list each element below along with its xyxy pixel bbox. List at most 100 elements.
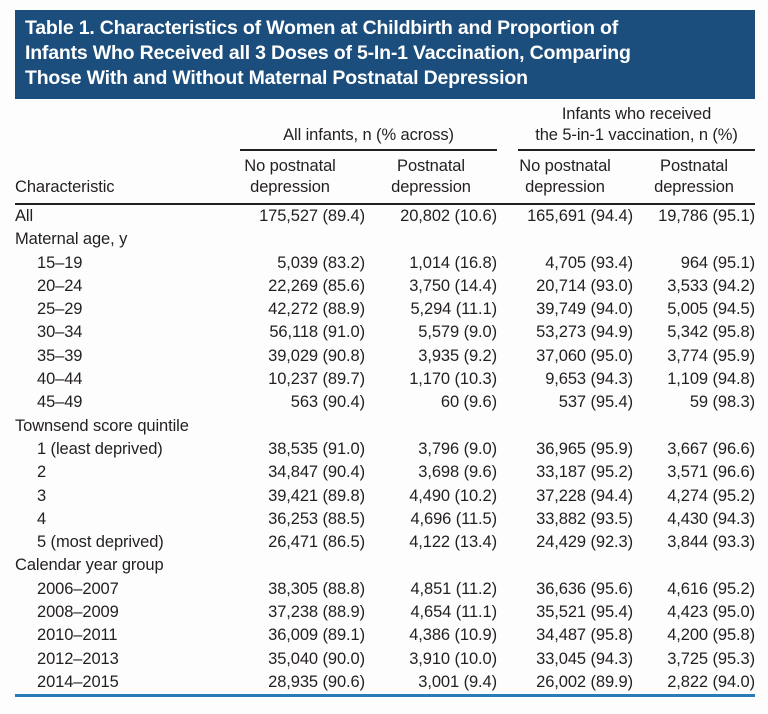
cell-value: 1,170 (10.3) xyxy=(409,370,497,389)
col-header-postnatal-all: Postnatal depression xyxy=(365,151,497,205)
table-body: All 175,527 (89.4) 20,802 (10.6) 165,691 (9… xyxy=(15,204,755,696)
row-label: 3 xyxy=(37,486,47,505)
cell-value: 53,273 (94.9) xyxy=(536,323,633,342)
row-label: 4 xyxy=(37,509,47,528)
cell-value: 35,521 (95.4) xyxy=(536,603,633,622)
cell-value: 20,802 (10.6) xyxy=(400,207,497,225)
table-row: 40–44 10,237 (89.7) 1,170 (10.3) 9,653 (94.… xyxy=(15,368,755,391)
row-label: 45–49 xyxy=(37,393,83,412)
cell-value: 2,822 (94.0) xyxy=(667,672,755,691)
cell-value: 34,847 (90.4) xyxy=(268,463,365,482)
cell-value: 42,272 (88.9) xyxy=(268,300,365,319)
cell-value: 3,910 (10.0) xyxy=(409,649,497,668)
cell-value: 33,045 (94.3) xyxy=(536,649,633,668)
row-label: 2010–2011 xyxy=(37,626,118,645)
section-row: Maternal age, y xyxy=(15,228,755,251)
row-label: 2008–2009 xyxy=(37,603,119,622)
section-label: Townsend score quintile xyxy=(15,416,189,435)
cell-value: 4,616 (95.2) xyxy=(667,579,755,598)
cell-value: 33,187 (95.2) xyxy=(536,463,633,482)
cell-value: 175,527 (89.4) xyxy=(259,207,365,225)
table-row: 15–19 5,039 (83.2) 1,014 (16.8) 4,705 (93.4… xyxy=(15,252,755,275)
cell-value: 5,005 (94.5) xyxy=(667,300,755,319)
spanner-vaccinated-line-2: the 5-in-1 vaccination, n (%) xyxy=(535,126,738,144)
cell-value: 5,579 (9.0) xyxy=(418,323,497,342)
table-title-banner: Table 1. Characteristics of Women at Chi… xyxy=(15,10,755,99)
table-row: 30–34 56,118 (91.0) 5,579 (9.0) 53,273 (94.… xyxy=(15,321,755,344)
column-header-row: Characteristic No postnatal depression P… xyxy=(15,151,755,205)
cell-value: 22,269 (85.6) xyxy=(268,276,365,295)
cell-value: 36,636 (95.6) xyxy=(536,579,633,598)
cell-value: 9,653 (94.3) xyxy=(545,370,633,389)
section-row: Calendar year group xyxy=(15,554,755,577)
row-label: 1 (least deprived) xyxy=(37,439,163,458)
section-label: Maternal age, y xyxy=(15,230,128,249)
cell-value: 3,796 (9.0) xyxy=(418,439,497,458)
col-header-no-postnatal-all: No postnatal depression xyxy=(215,151,365,205)
characteristic-column-header: Characteristic xyxy=(15,151,215,205)
cell-value: 3,750 (14.4) xyxy=(409,276,497,295)
table-row: 25–29 42,272 (88.9) 5,294 (11.1) 39,749 (94… xyxy=(15,298,755,321)
cell-value: 4,490 (10.2) xyxy=(409,486,497,505)
col-header-no-postnatal-vacc: No postnatal depression xyxy=(497,151,633,205)
cell-value: 4,423 (95.0) xyxy=(667,603,755,622)
row-label: 35–39 xyxy=(37,346,83,365)
row-label: 2014–2015 xyxy=(37,672,119,691)
cell-value: 3,844 (93.3) xyxy=(667,533,755,552)
cell-value: 35,040 (90.0) xyxy=(268,649,365,668)
table-row: 20–24 22,269 (85.6) 3,750 (14.4) 20,714 (93… xyxy=(15,275,755,298)
cell-value: 37,228 (94.4) xyxy=(536,486,633,505)
table-title-line-3: Those With and Without Maternal Postnata… xyxy=(25,67,528,89)
cell-value: 56,118 (91.0) xyxy=(269,323,365,342)
table-row: 2010–2011 36,009 (89.1) 4,386 (10.9) 34,487… xyxy=(15,624,755,647)
table-row: 4 36,253 (88.5) 4,696 (11.5) 33,882 (93.5) 4… xyxy=(15,508,755,531)
row-label: 25–29 xyxy=(37,300,83,319)
row-label: 40–44 xyxy=(37,370,83,389)
cell-value: 20,714 (93.0) xyxy=(536,276,633,295)
row-label: 30–34 xyxy=(37,323,83,342)
characteristics-table: All infants, n (% across) Infants who re… xyxy=(15,104,755,698)
table-row: 2006–2007 38,305 (88.8) 4,851 (11.2) 36,636… xyxy=(15,578,755,601)
cell-value: 37,060 (95.0) xyxy=(536,346,633,365)
row-label: 2006–2007 xyxy=(37,579,119,598)
cell-value: 10,237 (89.7) xyxy=(268,370,365,389)
table-row: 45–49 563 (90.4) 60 (9.6) 537 (95.4) 59 (98.… xyxy=(15,391,755,414)
section-label: Calendar year group xyxy=(15,556,164,575)
table-title-line-2: Infants Who Received all 3 Doses of 5-In… xyxy=(25,42,631,64)
cell-value: 5,294 (11.1) xyxy=(410,300,497,319)
cell-value: 26,471 (86.5) xyxy=(268,533,365,552)
cell-value: 4,654 (11.1) xyxy=(410,603,497,622)
spanner-vaccinated-label: Infants who received the 5-in-1 vaccinat… xyxy=(518,104,755,151)
cell-value: 39,421 (89.8) xyxy=(268,486,365,505)
section-row: Townsend score quintile xyxy=(15,415,755,438)
cell-value: 3,725 (95.3) xyxy=(667,649,755,668)
cell-value: 537 (95.4) xyxy=(558,393,633,412)
table-title-line-1: Table 1. Characteristics of Women at Chi… xyxy=(25,17,619,39)
cell-value: 4,705 (93.4) xyxy=(545,253,633,272)
table-row: 2 34,847 (90.4) 3,698 (9.6) 33,187 (95.2) 3,… xyxy=(15,461,755,484)
cell-value: 4,696 (11.5) xyxy=(410,509,497,528)
cell-value: 26,002 (89.9) xyxy=(536,672,633,691)
cell-value: 563 (90.4) xyxy=(290,393,365,412)
cell-value: 4,200 (95.8) xyxy=(667,626,755,645)
cell-value: 3,571 (96.6) xyxy=(667,463,755,482)
spanner-empty-cell xyxy=(15,104,215,151)
row-label: 2 xyxy=(37,463,47,482)
table-row: 1 (least deprived) 38,535 (91.0) 3,796 (9.… xyxy=(15,438,755,461)
table-row: 3 39,421 (89.8) 4,490 (10.2) 37,228 (94.4) 4… xyxy=(15,485,755,508)
cell-value: 19,786 (95.1) xyxy=(658,207,755,225)
row-label: 20–24 xyxy=(37,276,83,295)
row-label: 15–19 xyxy=(37,253,83,272)
cell-value: 24,429 (92.3) xyxy=(536,533,633,552)
cell-value: 34,487 (95.8) xyxy=(536,626,633,645)
cell-value: 59 (98.3) xyxy=(689,393,755,412)
cell-value: 3,774 (95.9) xyxy=(667,346,755,365)
spanner-vaccinated-line-1: Infants who received xyxy=(561,105,712,123)
cell-value: 3,667 (96.6) xyxy=(667,439,755,458)
table-row: 2014–2015 28,935 (90.6) 3,001 (9.4) 26,002 … xyxy=(15,671,755,696)
cell-value: 3,001 (9.4) xyxy=(418,672,497,691)
row-label: All xyxy=(15,207,34,225)
spanner-all-infants-label: All infants, n (% across) xyxy=(240,125,497,151)
cell-value: 36,965 (95.9) xyxy=(536,439,633,458)
cell-value: 3,533 (94.2) xyxy=(667,276,755,295)
